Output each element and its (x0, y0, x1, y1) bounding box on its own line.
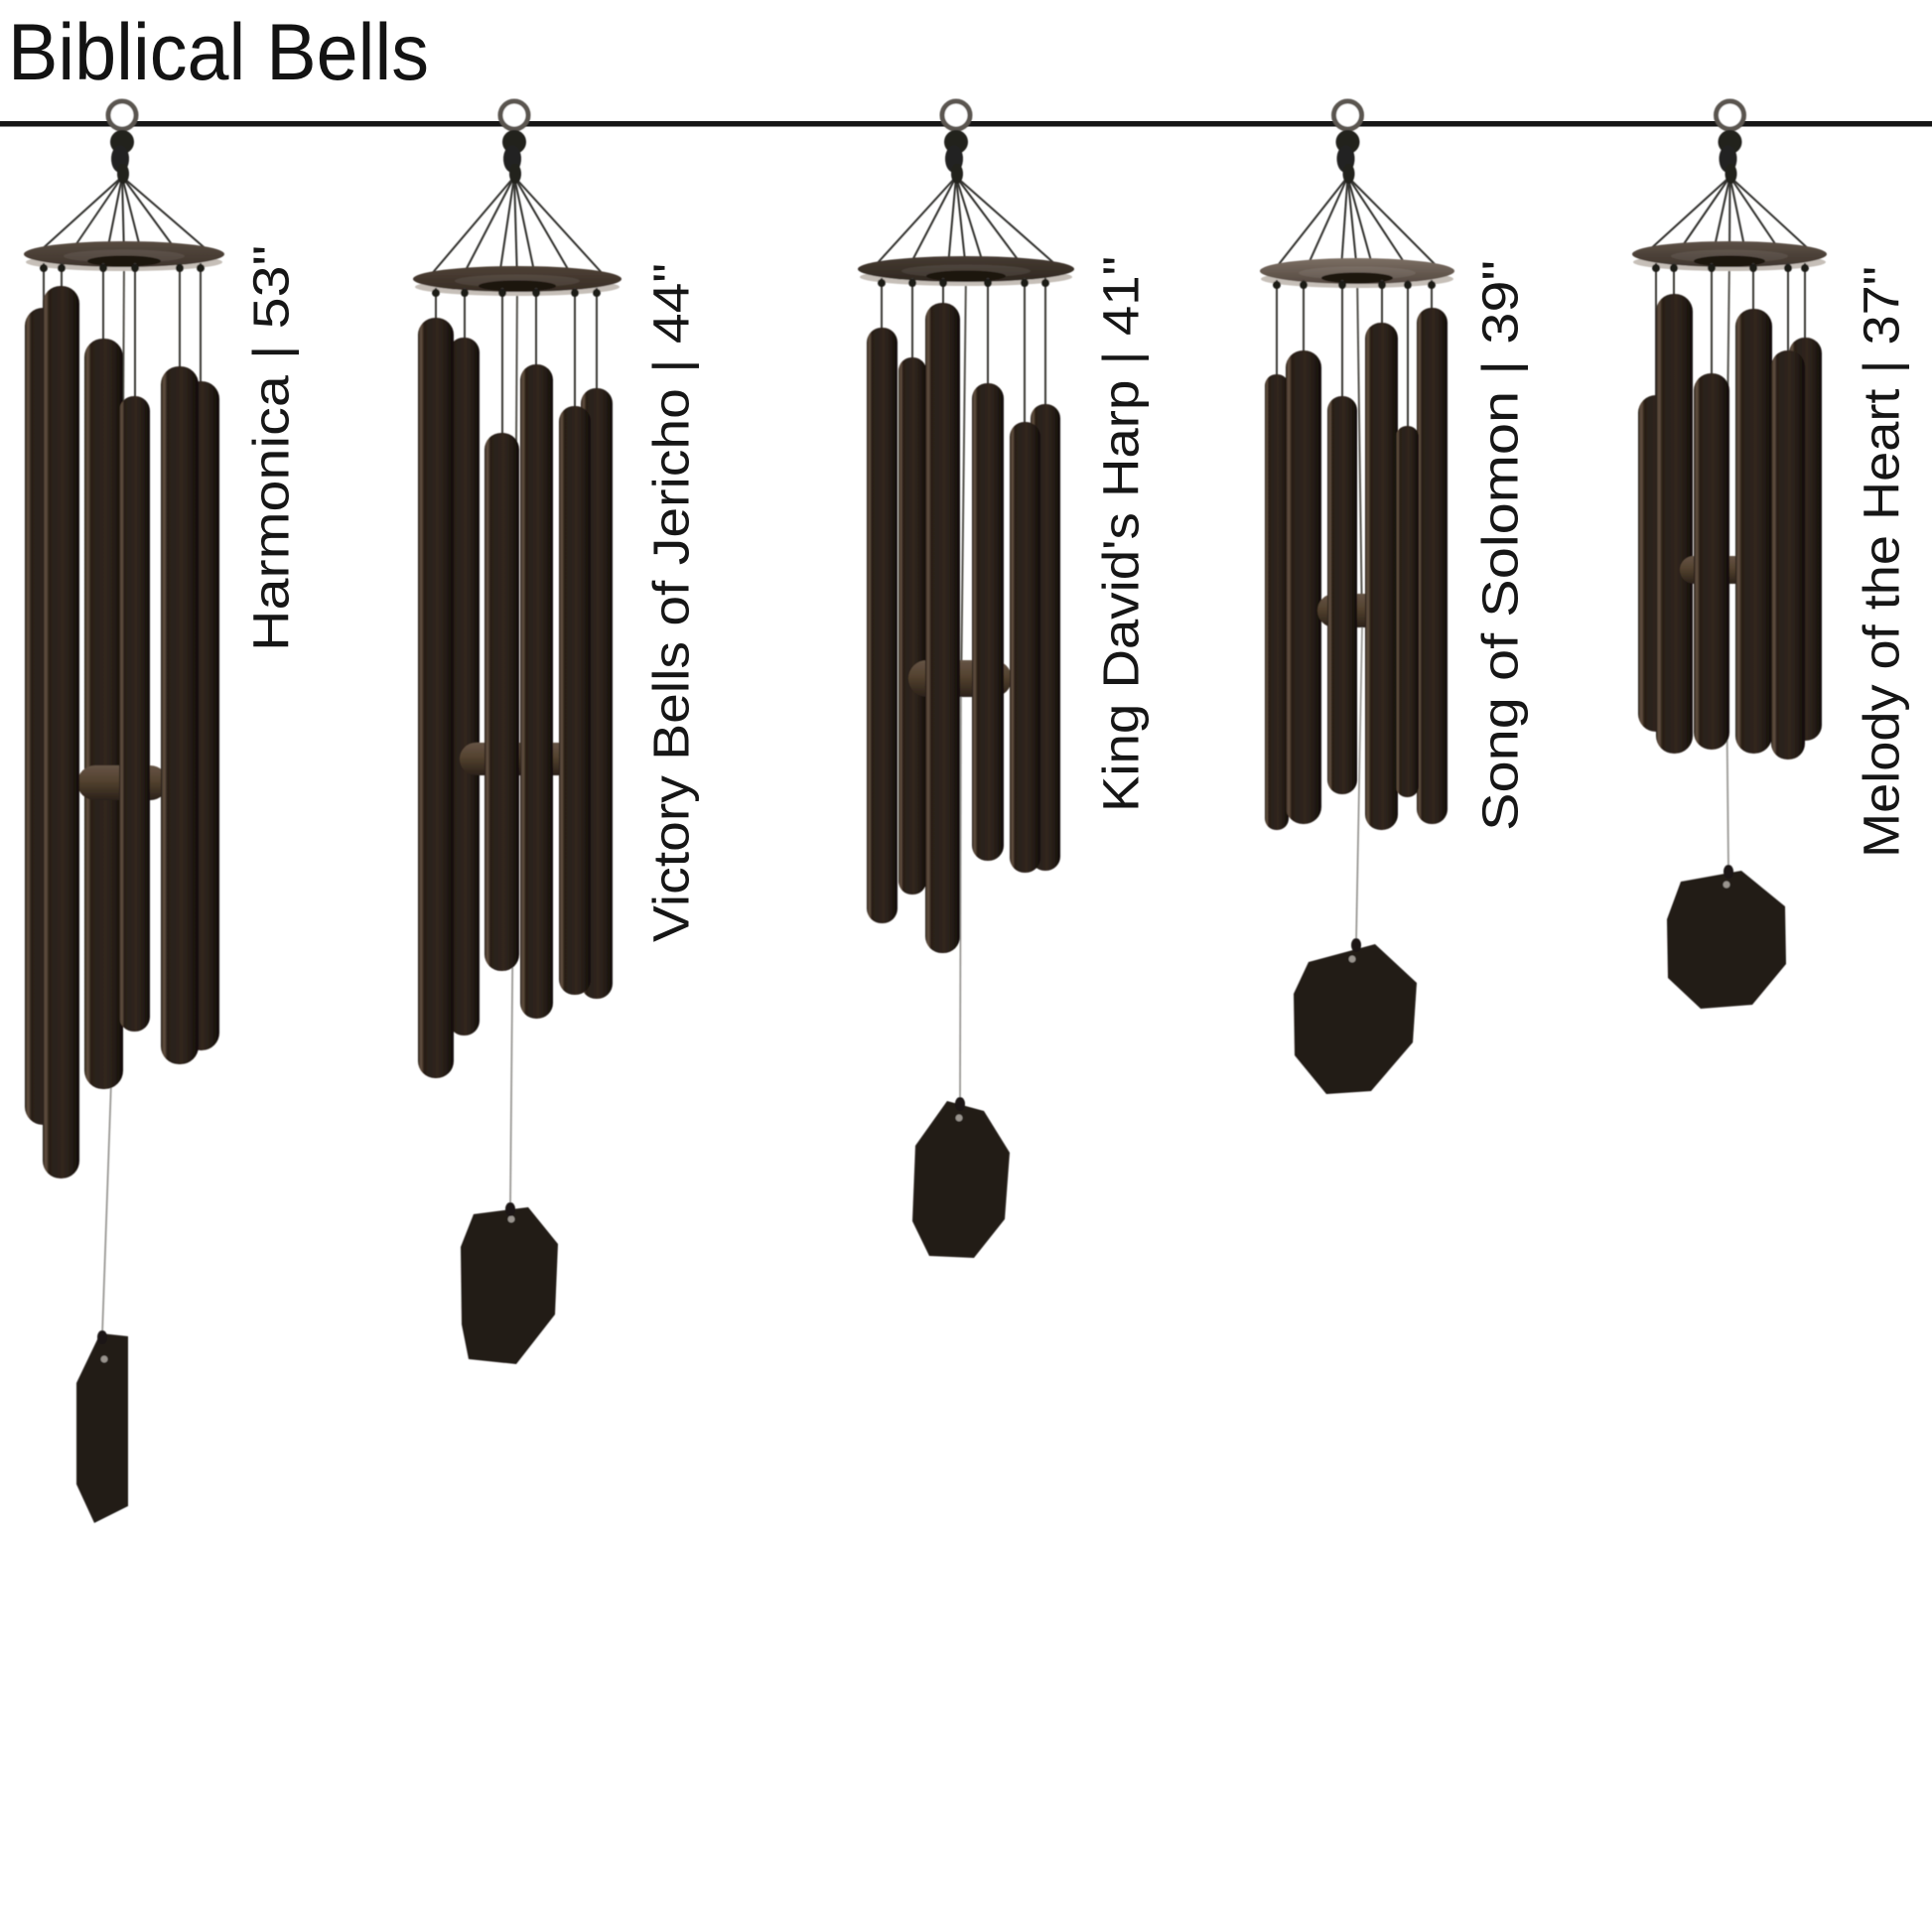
svg-text:Victory Bells of Jericho | 44": Victory Bells of Jericho | 44" (643, 263, 700, 942)
svg-text:Biblical Bells: Biblical Bells (8, 8, 429, 97)
svg-text:Harmonica | 53": Harmonica | 53" (243, 245, 300, 651)
svg-text:Melody of the Heart | 37": Melody of the Heart | 37" (1854, 266, 1910, 858)
svg-text:King David's Harp | 41": King David's Harp | 41" (1093, 256, 1150, 812)
svg-text:Song of Solomon | 39": Song of Solomon | 39" (1472, 260, 1529, 831)
